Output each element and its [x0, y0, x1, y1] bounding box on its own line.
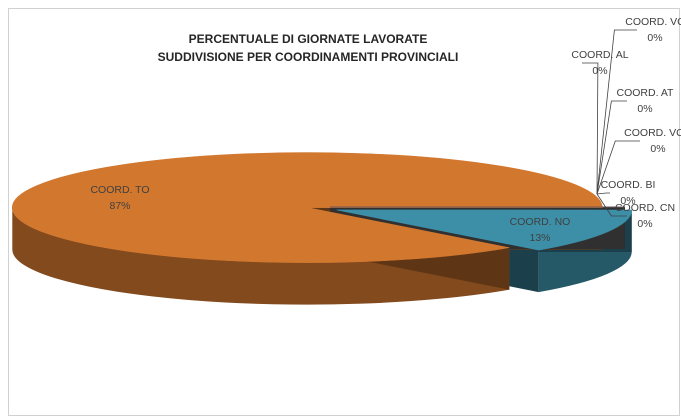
category-label: COORD. NO — [510, 216, 571, 228]
value-label: 0% — [650, 143, 665, 155]
leader-line — [596, 193, 627, 217]
category-label: COORD. TO — [90, 184, 149, 196]
leader-line — [582, 62, 599, 195]
slice — [336, 209, 633, 251]
chart-title: PERCENTUALE DI GIORNATE LAVORATE — [189, 32, 428, 46]
category-label: COORD. VC — [625, 16, 681, 28]
leader-line — [596, 140, 640, 195]
slice — [12, 152, 603, 263]
category-label: COORD. CN — [615, 202, 675, 214]
category-label: COORD. AL — [571, 49, 628, 61]
value-label: 0% — [620, 195, 635, 207]
value-label: 0% — [592, 65, 607, 77]
category-label: COORD. BI — [601, 179, 656, 191]
chart-subtitle: SUDDIVISIONE PER COORDINAMENTI PROVINCIA… — [158, 50, 459, 64]
value-label: 0% — [637, 103, 652, 115]
leader-line — [596, 29, 637, 195]
slice-side — [12, 207, 510, 305]
pie — [12, 152, 633, 305]
category-label: COORD. VCO — [624, 127, 681, 139]
value-label: 13% — [529, 232, 550, 244]
category-label: COORD. AT — [617, 87, 675, 99]
value-label: 0% — [637, 218, 652, 230]
value-label: 87% — [109, 200, 130, 212]
value-label: 0% — [647, 32, 662, 44]
leader-line — [596, 192, 610, 195]
leader-line — [596, 100, 627, 195]
